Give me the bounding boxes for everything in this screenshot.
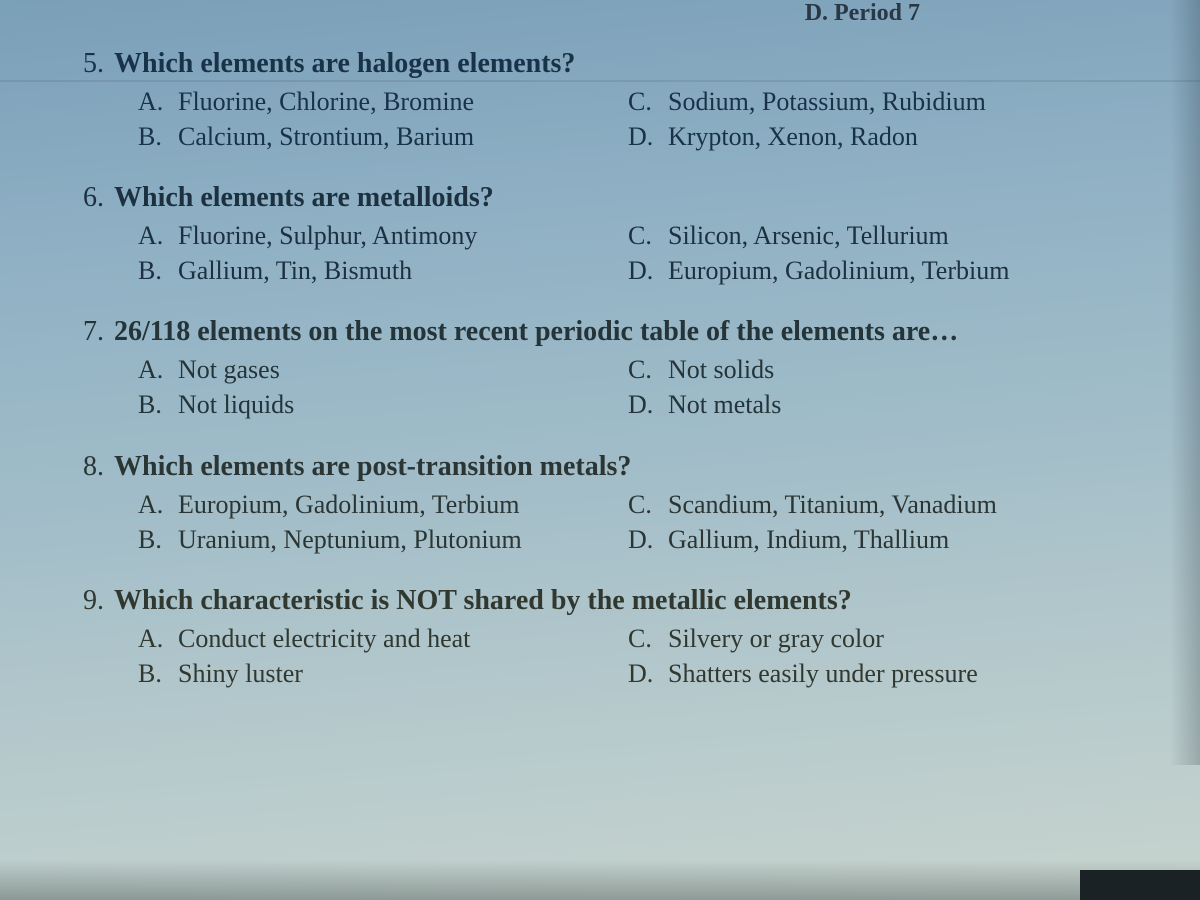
option-letter: C. — [628, 84, 668, 119]
option-text: Gallium, Indium, Thallium — [668, 522, 1140, 557]
question-number: 6. — [70, 182, 114, 214]
option-letter: B. — [138, 119, 178, 154]
option-text: Shiny luster — [178, 656, 628, 691]
option-b: B.Gallium, Tin, Bismuth — [138, 253, 628, 288]
option-text: Shatters easily under pressure — [668, 656, 1140, 691]
option-a: A.Conduct electricity and heat — [138, 621, 628, 656]
option-c: C.Silvery or gray color — [628, 621, 1140, 656]
question-6: 6. Which elements are metalloids? A.Fluo… — [70, 182, 1140, 288]
option-text: Silicon, Arsenic, Tellurium — [668, 218, 1140, 253]
option-letter: C. — [628, 218, 668, 253]
question-number: 8. — [70, 451, 114, 483]
option-b: B.Shiny luster — [138, 656, 628, 691]
option-d: D.Krypton, Xenon, Radon — [628, 119, 1140, 154]
option-d: D.Shatters easily under pressure — [628, 656, 1140, 691]
option-text: Fluorine, Chlorine, Bromine — [178, 84, 628, 119]
option-text: Europium, Gadolinium, Terbium — [668, 253, 1140, 288]
bottom-vignette — [0, 860, 1200, 900]
option-letter: A. — [138, 84, 178, 119]
option-letter: D. — [628, 119, 668, 154]
option-text: Gallium, Tin, Bismuth — [178, 253, 628, 288]
option-letter: D. — [628, 522, 668, 557]
option-a: A.Fluorine, Chlorine, Bromine — [138, 84, 628, 119]
option-letter: C. — [628, 487, 668, 522]
corner-dark-artifact — [1080, 870, 1200, 900]
page-edge-shadow — [1170, 0, 1200, 765]
option-text: Sodium, Potassium, Rubidium — [668, 84, 1140, 119]
question-9: 9. Which characteristic is NOT shared by… — [70, 585, 1140, 691]
option-b: B.Uranium, Neptunium, Plutonium — [138, 522, 628, 557]
option-a: A.Not gases — [138, 352, 628, 387]
question-number: 5. — [70, 48, 114, 80]
option-text: Conduct electricity and heat — [178, 621, 628, 656]
option-letter: D. — [628, 253, 668, 288]
option-c: C.Sodium, Potassium, Rubidium — [628, 84, 1140, 119]
option-a: A.Europium, Gadolinium, Terbium — [138, 487, 628, 522]
option-a: A.Fluorine, Sulphur, Antimony — [138, 218, 628, 253]
option-letter: A. — [138, 218, 178, 253]
option-c: C.Not solids — [628, 352, 1140, 387]
option-text: Not solids — [668, 352, 1140, 387]
option-letter: A. — [138, 487, 178, 522]
option-text: Scandium, Titanium, Vanadium — [668, 487, 1140, 522]
scanline-artifact — [0, 80, 1200, 82]
option-b: B.Not liquids — [138, 387, 628, 422]
option-letter: A. — [138, 352, 178, 387]
option-letter: B. — [138, 253, 178, 288]
option-letter: D. — [628, 656, 668, 691]
option-letter: D. — [628, 387, 668, 422]
option-text: Not gases — [178, 352, 628, 387]
question-8: 8. Which elements are post-transition me… — [70, 451, 1140, 557]
question-text: Which elements are halogen elements? — [114, 48, 575, 80]
question-text: Which elements are post-transition metal… — [114, 451, 631, 483]
option-d: D.Europium, Gadolinium, Terbium — [628, 253, 1140, 288]
option-letter: B. — [138, 656, 178, 691]
option-text: Europium, Gadolinium, Terbium — [178, 487, 628, 522]
option-text: Uranium, Neptunium, Plutonium — [178, 522, 628, 557]
question-number: 7. — [70, 316, 114, 348]
option-c: C.Silicon, Arsenic, Tellurium — [628, 218, 1140, 253]
question-text: Which elements are metalloids? — [114, 182, 494, 214]
option-text: Krypton, Xenon, Radon — [668, 119, 1140, 154]
question-7: 7. 26/118 elements on the most recent pe… — [70, 316, 1140, 422]
option-text: Not metals — [668, 387, 1140, 422]
question-5: 5. Which elements are halogen elements? … — [70, 48, 1140, 154]
option-text: Calcium, Strontium, Barium — [178, 119, 628, 154]
option-d: D.Gallium, Indium, Thallium — [628, 522, 1140, 557]
option-text: Silvery or gray color — [668, 621, 1140, 656]
option-b: B.Calcium, Strontium, Barium — [138, 119, 628, 154]
option-letter: B. — [138, 387, 178, 422]
option-text: Not liquids — [178, 387, 628, 422]
option-letter: C. — [628, 621, 668, 656]
option-d: D.Not metals — [628, 387, 1140, 422]
question-text: Which characteristic is NOT shared by th… — [114, 585, 852, 617]
previous-option-fragment: D. Period 7 — [805, 0, 920, 27]
option-c: C.Scandium, Titanium, Vanadium — [628, 487, 1140, 522]
option-letter: C. — [628, 352, 668, 387]
question-text: 26/118 elements on the most recent perio… — [114, 316, 958, 348]
option-letter: B. — [138, 522, 178, 557]
option-letter: A. — [138, 621, 178, 656]
question-number: 9. — [70, 585, 114, 617]
option-text: Fluorine, Sulphur, Antimony — [178, 218, 628, 253]
